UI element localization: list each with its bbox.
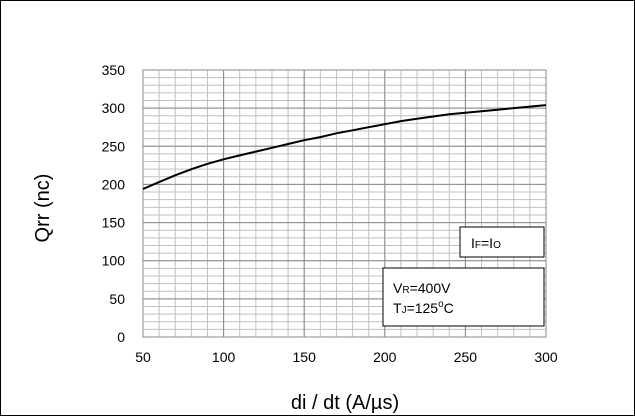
x-axis-title: di / dt (A/µs) — [291, 392, 399, 414]
x-tick-label: 50 — [135, 349, 151, 365]
y-tick-label: 250 — [102, 138, 126, 154]
annotation-vr-text: VR=400V — [393, 280, 451, 296]
y-tick-label: 0 — [117, 329, 125, 345]
y-tick-label: 50 — [109, 291, 125, 307]
plot-area-border — [142, 69, 547, 338]
y-axis-title: Qrr (nc) — [32, 174, 54, 243]
y-tick-labels: 0 50 100 150 200 250 300 350 — [102, 62, 126, 345]
major-grid — [142, 69, 547, 338]
y-tick-label: 100 — [102, 253, 126, 269]
x-tick-label: 100 — [212, 349, 236, 365]
x-tick-labels: 50 100 150 200 250 300 — [135, 349, 558, 365]
qrr-curve — [142, 104, 547, 190]
annotation-tj-text: TJ=125oC — [393, 299, 454, 316]
x-tick-label: 300 — [534, 349, 558, 365]
y-tick-label: 150 — [102, 215, 126, 231]
annotation-box-if — [459, 226, 545, 258]
annotation-if-text: IF=IO — [471, 235, 501, 251]
annotation-box-conditions — [382, 267, 545, 327]
y-tick-label: 350 — [102, 62, 126, 78]
x-tick-label: 150 — [293, 349, 317, 365]
x-tick-label: 250 — [454, 349, 478, 365]
y-tick-label: 300 — [102, 100, 126, 116]
x-tick-label: 200 — [373, 349, 397, 365]
y-tick-label: 200 — [102, 176, 126, 192]
